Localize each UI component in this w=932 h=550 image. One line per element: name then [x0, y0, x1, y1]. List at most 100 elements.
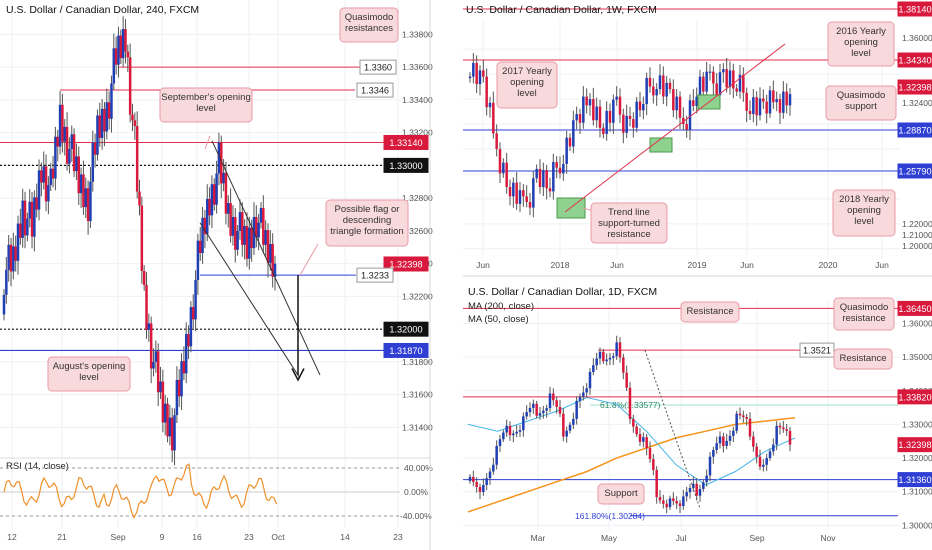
weekly-chart-title: U.S. Dollar / Canadian Dollar, 1W, FXCM [466, 4, 657, 16]
daily-time-tick: Jul [676, 533, 687, 543]
weekly-chart-panel[interactable]: 1.360001.336001.328001.324001.220001.210… [463, 0, 932, 272]
daily-candle [508, 425, 512, 436]
daily-candle [605, 359, 608, 362]
h4-candles [2, 16, 277, 466]
h4-candle [9, 244, 13, 272]
h4-candle [210, 184, 214, 216]
h4-candle [175, 379, 179, 416]
daily-candle [585, 388, 588, 393]
h4-candle [266, 230, 270, 263]
h4-pattern-upper [211, 140, 321, 376]
h4-candle [198, 240, 202, 254]
daily-candle [582, 392, 585, 397]
h4-candle [126, 51, 130, 58]
h4-candle [61, 104, 64, 142]
daily-candle [742, 415, 745, 418]
h4-price-tick: 1.33800 [402, 29, 433, 39]
h4-note-quasimodo: Quasimodo resistances [345, 12, 394, 34]
weekly-candle [565, 137, 568, 164]
ma200-label: MA (200, close) [468, 301, 534, 312]
daily-candle [748, 418, 752, 437]
h4-candle [114, 48, 118, 65]
h4-chart-panel[interactable]: 1.33800 1.33600 1.33400 1.33200 1.32800 1.326… [0, 0, 433, 542]
h4-chart-title: U.S. Dollar / Canadian Dollar, 240, FXCM [6, 4, 199, 16]
weekly-candle [535, 168, 538, 179]
daily-candle [728, 435, 732, 441]
h4-price-tick: 1.32800 [402, 193, 433, 203]
h4-candle [194, 280, 197, 320]
weekly-candle [708, 71, 712, 73]
weekly-candle [485, 76, 488, 108]
h4-note-september: September's opening level [161, 92, 251, 114]
h4-candle [231, 216, 235, 236]
weekly-candle [645, 77, 648, 105]
daily-candle [595, 358, 598, 366]
h4-candle [26, 218, 29, 236]
weekly-time-tick: 2019 [688, 260, 707, 270]
daily-candle [482, 484, 485, 493]
daily-chart-panel[interactable]: 1.360001.350001.340001.330001.320001.310… [463, 280, 932, 550]
daily-note-resistance-right: Resistance [840, 353, 887, 364]
h4-candle [37, 170, 41, 210]
weekly-note-2017-box [496, 61, 558, 109]
weekly-candle [682, 117, 685, 125]
daily-candle [648, 448, 652, 460]
daily-candle [485, 478, 488, 485]
daily-candle [682, 496, 685, 506]
weekly-candle [705, 71, 708, 92]
h4-candle [7, 244, 10, 270]
weekly-candles [468, 53, 792, 218]
daily-candle [518, 430, 522, 432]
h4-candle [133, 120, 137, 127]
h4-time-tick: 14 [340, 532, 350, 542]
daily-candle [692, 483, 695, 488]
daily-candle [632, 419, 635, 427]
h4-tag-3300-bg [383, 157, 429, 173]
h4-candle [140, 205, 144, 272]
daily-tag-32398: 1.32398 [898, 440, 931, 450]
daily-candle [665, 503, 668, 508]
h4-candle [128, 57, 132, 115]
h4-candle [250, 227, 253, 249]
h4-time-tick: 23 [244, 532, 254, 542]
daily-candle [688, 487, 692, 493]
daily-candle [645, 437, 648, 449]
weekly-candle [542, 170, 545, 188]
daily-candle [765, 458, 768, 465]
weekly-candle [602, 127, 605, 135]
daily-price-tick: 1.35000 [902, 352, 932, 362]
h4-price-tick: 1.31400 [402, 422, 433, 432]
weekly-note-2018: 2018 Yearly opening level [839, 194, 889, 227]
weekly-candle [688, 100, 692, 130]
rsi-tick-mid: 0.00% [404, 487, 429, 497]
h4-price-tick: 1.32600 [402, 226, 433, 236]
daily-price-tick: 1.33000 [902, 419, 932, 429]
weekly-tag-28870: 1.28870 [898, 126, 931, 136]
h4-candle [161, 381, 165, 423]
daily-candle [678, 503, 682, 506]
weekly-candle [718, 72, 722, 96]
daily-candle [572, 418, 575, 425]
h4-note-pointer2 [204, 135, 211, 150]
h4-tag-3360: 1.3360 [364, 63, 392, 73]
h4-candle [5, 269, 8, 295]
h4-candle [105, 102, 109, 132]
weekly-candle [592, 99, 595, 121]
weekly-candle [622, 114, 625, 133]
daily-candle [752, 436, 755, 447]
daily-candle [755, 446, 758, 457]
h4-tag-3233-bg [356, 267, 394, 283]
daily-candle [718, 436, 722, 444]
daily-candle [552, 393, 555, 401]
h4-candle [182, 361, 186, 374]
h4-candle [220, 142, 223, 184]
weekly-candle [755, 97, 758, 116]
weekly-candle [472, 62, 475, 77]
h4-candle [117, 35, 120, 65]
weekly-tag-32398-bg [897, 79, 932, 95]
weekly-note-trend: Trend line support-turned resistance [598, 207, 660, 240]
weekly-candle [652, 86, 655, 96]
weekly-candle [752, 97, 755, 115]
weekly-candle [575, 114, 578, 121]
daily-candle [592, 365, 595, 372]
